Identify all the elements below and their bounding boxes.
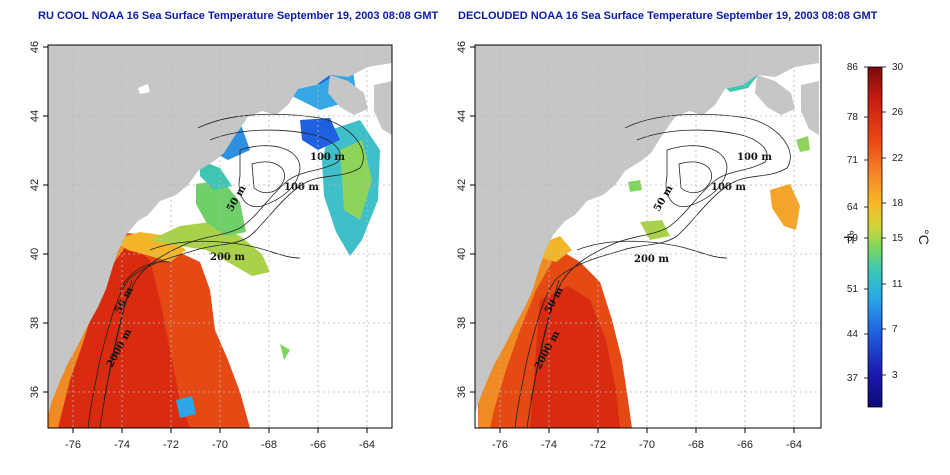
lat-tick: 42: [456, 179, 468, 191]
lon-tick: -64: [359, 439, 375, 451]
lon-tick: -68: [261, 439, 277, 451]
left-map-panel: 100 m 100 m 50 m 200 m 50 m 2000 m: [29, 41, 393, 451]
left-lat-tick-labels: 46 44 42 40 38 36: [29, 41, 41, 398]
svg-text:51: 51: [847, 284, 859, 295]
svg-text:37: 37: [847, 373, 859, 384]
left-bathymetry-contours: [87, 113, 364, 428]
svg-text:100 m: 100 m: [737, 152, 772, 163]
svg-text:200 m: 200 m: [634, 254, 669, 265]
svg-text:7: 7: [892, 324, 898, 335]
fahrenheit-unit-label: °F: [841, 230, 857, 244]
colorbar-gradient: [867, 66, 883, 408]
lat-tick: 40: [29, 248, 41, 260]
svg-text:100 m: 100 m: [711, 182, 746, 193]
svg-text:44: 44: [847, 329, 859, 340]
svg-text:26: 26: [892, 107, 904, 118]
celsius-tick-labels: 30 26 22 18 15 11 7 3: [892, 62, 904, 381]
lon-tick: -74: [541, 439, 557, 451]
lon-tick: -76: [492, 439, 508, 451]
lon-tick: -68: [688, 439, 704, 451]
lon-tick: -70: [639, 439, 655, 451]
svg-text:86: 86: [847, 62, 859, 73]
right-lon-tick-labels: -76 -74 -72 -70 -68 -66 -64: [492, 439, 802, 451]
right-bathymetry-contours: [514, 113, 791, 428]
lat-tick: 40: [456, 248, 468, 260]
temperature-colorbar: 86 78 71 64 59 51 44 37 30 26 22 18 15 1…: [841, 62, 932, 408]
svg-text:18: 18: [892, 198, 904, 209]
left-map-title: RU COOL NOAA 16 Sea Surface Temperature …: [38, 10, 439, 22]
svg-text:11: 11: [892, 279, 903, 290]
lat-tick: 44: [456, 110, 468, 122]
left-grid: [48, 45, 392, 428]
left-lon-tick-labels: -76 -74 -72 -70 -68 -66 -64: [65, 439, 375, 451]
right-grid: [475, 45, 821, 428]
right-lat-tick-labels: 46 44 42 40 38 36: [456, 41, 468, 398]
svg-text:71: 71: [847, 155, 859, 166]
svg-text:100 m: 100 m: [284, 182, 319, 193]
lon-tick: -66: [737, 439, 753, 451]
lon-tick: -64: [786, 439, 802, 451]
lat-tick: 44: [29, 110, 41, 122]
right-map-panel: 100 m 100 m 50 m 200 m 50 m 2000 m: [456, 41, 822, 451]
lon-tick: -72: [590, 439, 606, 451]
right-map-title: DECLOUDED NOAA 16 Sea Surface Temperatur…: [458, 10, 878, 22]
lat-tick: 36: [456, 386, 468, 398]
svg-text:78: 78: [847, 112, 859, 123]
svg-text:200 m: 200 m: [210, 252, 245, 263]
fahrenheit-tick-labels: 86 78 71 64 59 51 44 37: [847, 62, 859, 384]
lon-tick: -70: [212, 439, 228, 451]
lon-tick: -66: [310, 439, 326, 451]
lon-tick: -72: [163, 439, 179, 451]
svg-text:30: 30: [892, 62, 904, 73]
svg-text:22: 22: [892, 153, 904, 164]
svg-text:64: 64: [847, 202, 859, 213]
lat-tick: 42: [29, 179, 41, 191]
celsius-unit-label: °C: [916, 229, 932, 245]
lon-tick: -76: [65, 439, 81, 451]
svg-text:100 m: 100 m: [310, 152, 345, 163]
lat-tick: 38: [29, 317, 41, 329]
lat-tick: 38: [456, 317, 468, 329]
lat-tick: 46: [29, 41, 41, 53]
lat-tick: 46: [456, 41, 468, 53]
svg-text:15: 15: [892, 233, 904, 244]
lat-tick: 36: [29, 386, 41, 398]
lon-tick: -74: [114, 439, 130, 451]
svg-text:3: 3: [892, 370, 898, 381]
svg-text:59: 59: [847, 233, 859, 244]
